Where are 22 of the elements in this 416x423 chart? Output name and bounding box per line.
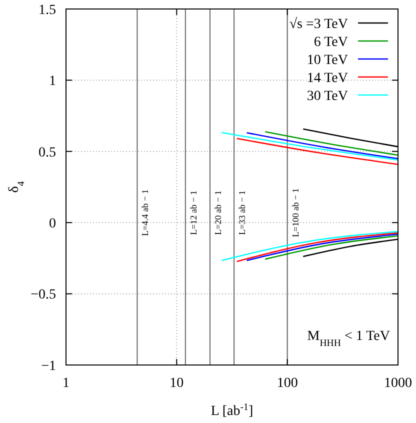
annotation: M$_{HHH}$ < 1 TeV xyxy=(307,329,390,348)
legend-label: 14 TeV xyxy=(306,70,348,86)
x-tick-label: 100 xyxy=(276,376,298,391)
legend-label: 10 TeV xyxy=(306,52,348,68)
x-tick-label: 10 xyxy=(170,376,184,391)
x-tick-label: 1000 xyxy=(384,376,412,391)
y-tick-label: 1.5 xyxy=(38,2,56,18)
y-tick-label: −1 xyxy=(41,358,56,374)
x-axis-title: L [ab$^{-1}$] xyxy=(210,402,254,419)
ref-line-label: L=20 ab − 1 xyxy=(212,190,223,235)
y-tick-label: −0.5 xyxy=(30,288,56,303)
ref-line-label: L=12 ab − 1 xyxy=(188,190,198,235)
x-tick-label: 1 xyxy=(62,376,70,391)
y-tick-label: 1 xyxy=(49,74,56,90)
ref-line-label: L=100 ab − 1 xyxy=(290,188,300,238)
ref-line-label: L=33 ab − 1 xyxy=(237,190,248,235)
y-tick-label: 0.5 xyxy=(38,145,56,160)
legend-label: 6 TeV xyxy=(314,34,348,50)
y-tick-label: 0 xyxy=(49,216,56,232)
legend-label: √s =3 TeV xyxy=(289,16,348,32)
ref-line-label: L=4.4 ab − 1 xyxy=(140,189,150,236)
legend-label: 30 TeV xyxy=(306,88,348,104)
